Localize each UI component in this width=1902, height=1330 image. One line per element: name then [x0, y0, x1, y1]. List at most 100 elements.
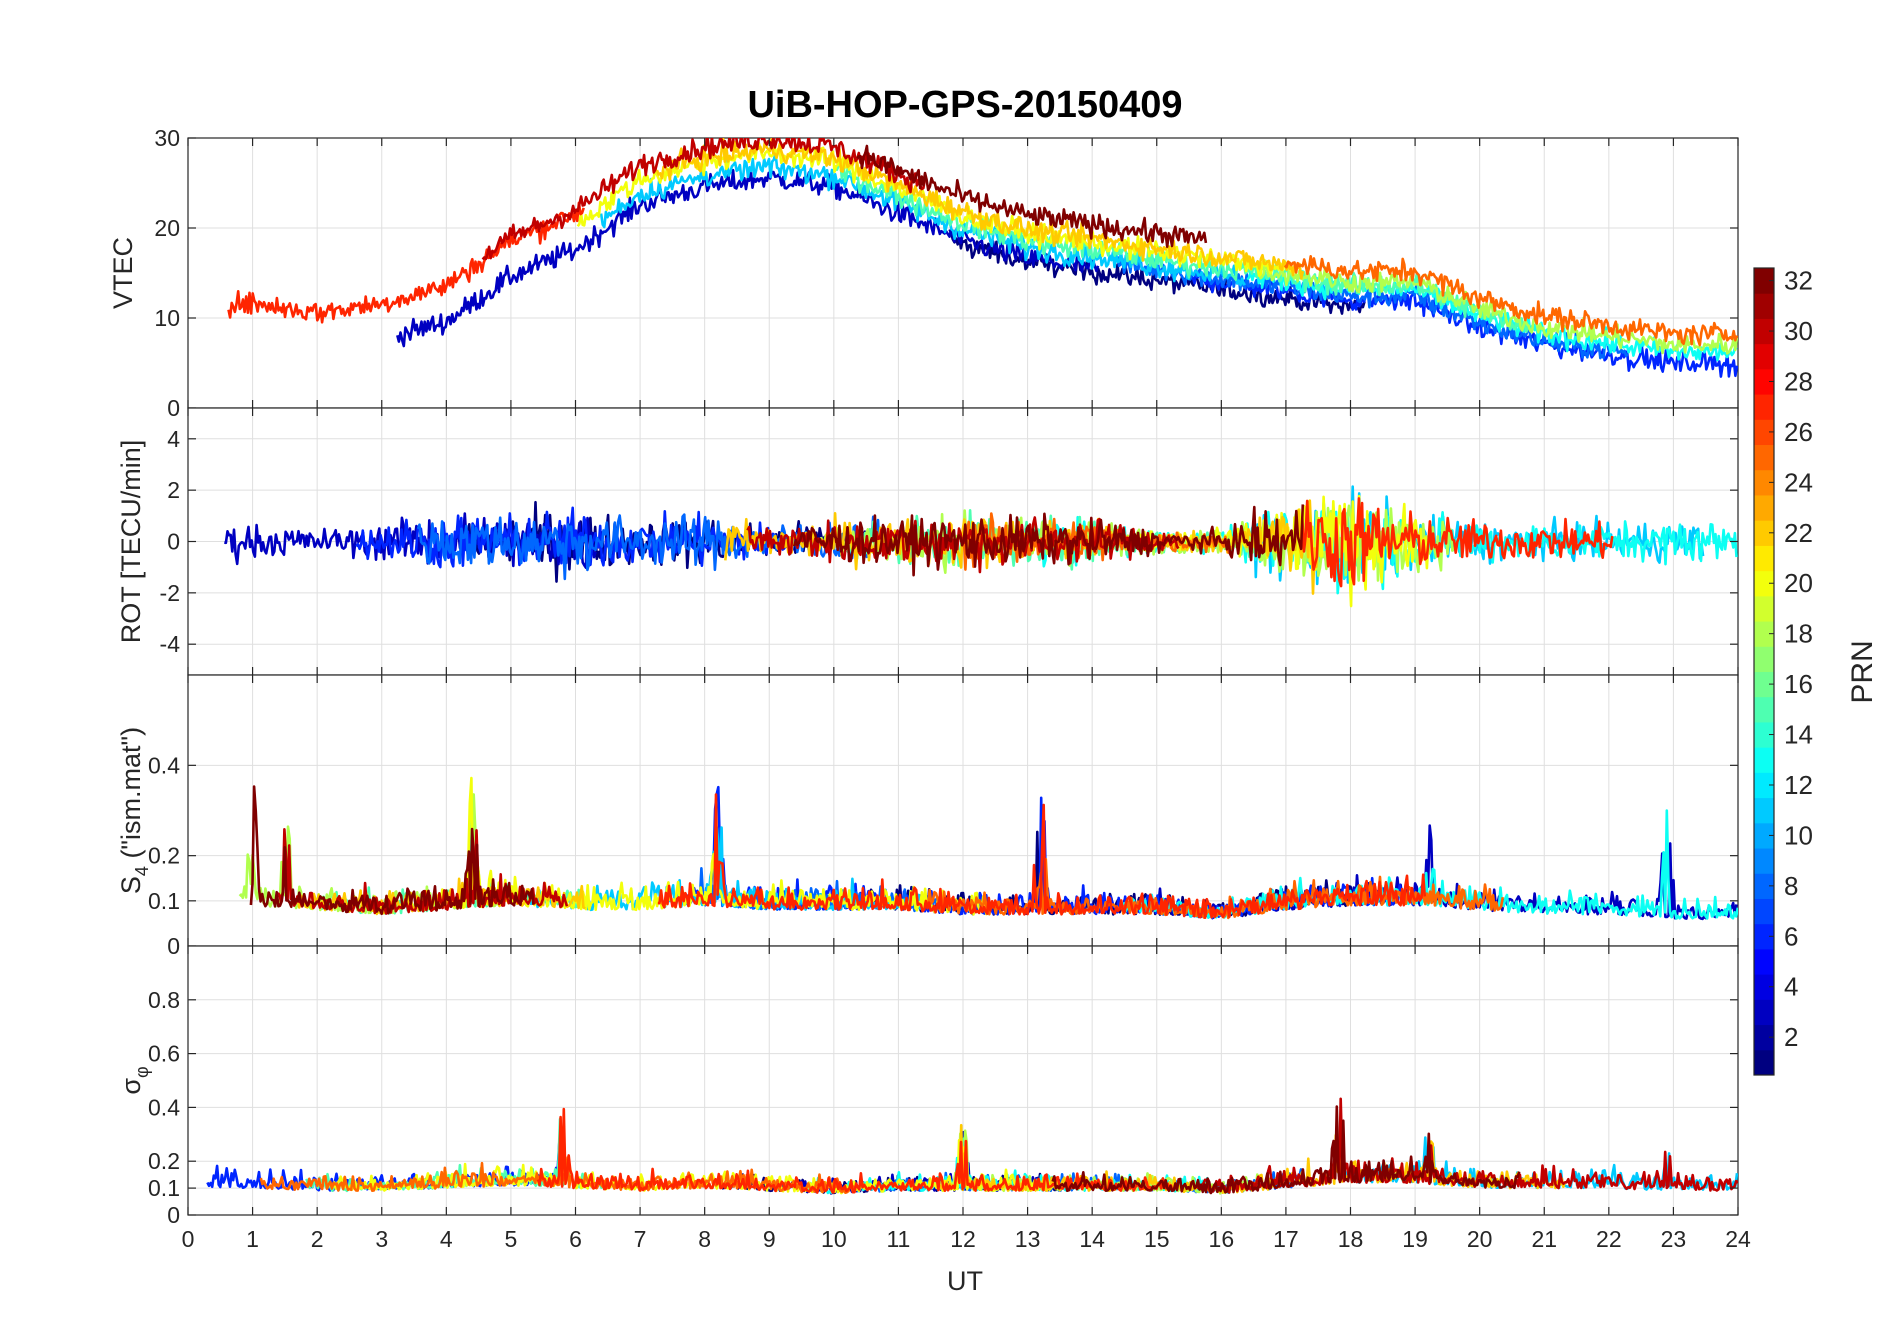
colorbar-frame [1753, 267, 1775, 1076]
y-tick-label: 0 [167, 529, 180, 555]
x-tick-label: 9 [763, 1226, 776, 1252]
x-tick-label: 13 [1015, 1226, 1041, 1252]
x-tick-label: 19 [1402, 1226, 1428, 1252]
y-tick-label: 0.2 [148, 843, 180, 869]
prn-27-line [1301, 497, 1614, 588]
colorbar-bin-23 [1754, 494, 1774, 521]
colorbar-bin-7 [1754, 898, 1774, 925]
colorbar-bin-20 [1754, 570, 1774, 597]
y-tick-label: -4 [160, 631, 181, 657]
colorbar-bin-3 [1754, 999, 1774, 1026]
colorbar-bin-14 [1754, 721, 1774, 748]
y-tick-label: 0.1 [148, 1175, 180, 1201]
colorbar-bin-19 [1754, 595, 1774, 622]
colorbar-tick-label: 2 [1784, 1022, 1798, 1052]
x-tick-label: 18 [1338, 1226, 1364, 1252]
colorbar-bin-22 [1754, 520, 1774, 546]
colorbar-bin-6 [1754, 923, 1774, 950]
colorbar-tick-label: 18 [1784, 619, 1813, 649]
panel-rot: -4 -2 0 2 4 ROT [TECU/min] [116, 407, 1739, 676]
x-tick-label: 8 [698, 1226, 711, 1252]
x-tick-label: 3 [375, 1226, 388, 1252]
y-tick-label: 4 [167, 426, 180, 452]
x-tick-label: 7 [634, 1226, 647, 1252]
colorbar-tick-label: 10 [1784, 820, 1813, 850]
vtec-y-axis-label: VTEC [108, 237, 138, 309]
x-tick-label: 5 [505, 1226, 518, 1252]
rot-series [224, 485, 1738, 608]
prn-25-line [1283, 254, 1738, 347]
rot-y-axis-label: ROT [TECU/min] [116, 440, 146, 644]
colorbar-bin-5 [1754, 948, 1774, 975]
y-tick-label: 0.6 [148, 1041, 180, 1067]
colorbar-bin-1 [1754, 1049, 1774, 1076]
colorbar-tick-label: 24 [1784, 467, 1813, 497]
prn-32-line [792, 504, 1305, 577]
colorbar-tick-label: 20 [1784, 568, 1813, 598]
colorbar-tick-label: 14 [1784, 720, 1813, 750]
x-tick-label: 17 [1273, 1226, 1299, 1252]
prn-30-line [481, 138, 927, 261]
sigma_phi-y-axis-label: σφ [116, 1066, 152, 1094]
prn-3-line [396, 168, 1100, 348]
x-tick-label: 11 [886, 1226, 910, 1252]
colorbar-bin-4 [1754, 974, 1774, 1000]
x-tick-label: 6 [569, 1226, 582, 1252]
y-tick-label: 0 [167, 933, 180, 959]
colorbar-bin-26 [1754, 419, 1774, 446]
colorbar-bin-24 [1754, 469, 1774, 496]
y-tick-label: 0.4 [148, 1094, 180, 1120]
x-axis-label: UT [947, 1266, 983, 1296]
colorbar-bin-17 [1754, 646, 1774, 672]
s4-series [238, 776, 1738, 921]
y-tick-label: 20 [154, 215, 180, 241]
colorbar-bin-27 [1754, 394, 1774, 420]
x-tick-label: 23 [1661, 1226, 1687, 1252]
y-tick-label: -2 [160, 580, 180, 606]
prn-32-line [856, 144, 1208, 248]
sigma_phi-series [206, 1097, 1738, 1195]
colorbar-tick-label: 16 [1784, 669, 1813, 699]
y-tick-label: 10 [154, 305, 180, 331]
y-tick-label: 0 [167, 395, 180, 421]
colorbar-tick-label: 4 [1784, 972, 1798, 1002]
prn-1-line [948, 228, 1366, 315]
prn-27-line [657, 793, 1427, 920]
x-tick-label: 14 [1079, 1226, 1105, 1252]
colorbar-bin-11 [1754, 797, 1774, 824]
s4-y-axis-label: S4 ("ism.mat") [116, 727, 152, 894]
x-tick-label: 21 [1531, 1226, 1557, 1252]
colorbar-bin-21 [1754, 545, 1774, 572]
y-tick-label: 2 [167, 477, 180, 503]
x-tick-label: 22 [1596, 1226, 1622, 1252]
colorbar-bin-29 [1754, 343, 1774, 370]
colorbar-tick-label: 12 [1784, 770, 1813, 800]
colorbar-bin-28 [1754, 368, 1774, 395]
x-tick-label: 10 [821, 1226, 847, 1252]
colorbar-bin-12 [1754, 772, 1774, 799]
y-tick-label: 0.1 [148, 888, 180, 914]
y-tick-label: 0.4 [148, 752, 180, 778]
colorbar-bin-25 [1754, 444, 1774, 471]
colorbar-tick-label: 32 [1784, 266, 1813, 296]
colorbar-bin-2 [1754, 1024, 1774, 1051]
panel-s4: 0 0.1 0.2 0.4S4 ("ism.mat") [116, 674, 1739, 959]
x-tick-label: 0 [182, 1226, 195, 1252]
x-tick-label: 2 [311, 1226, 324, 1252]
y-tick-label: 0.2 [148, 1148, 180, 1174]
colorbar-bin-31 [1754, 293, 1774, 319]
colorbar-tick-label: 8 [1784, 871, 1798, 901]
prn-32-line [1051, 1105, 1521, 1195]
chart-title: UiB-HOP-GPS-20150409 [747, 84, 1182, 126]
prn-32-line [249, 785, 535, 916]
vtec-series [227, 138, 1738, 378]
colorbar-bin-10 [1754, 822, 1774, 849]
y-tick-label: 30 [154, 125, 180, 151]
prn-27-line [536, 1107, 1174, 1194]
x-tick-label: 12 [950, 1226, 976, 1252]
colorbar-tick-label: 30 [1784, 316, 1813, 346]
colorbar-label: PRN [1846, 640, 1879, 703]
x-tick-label: 4 [440, 1226, 453, 1252]
